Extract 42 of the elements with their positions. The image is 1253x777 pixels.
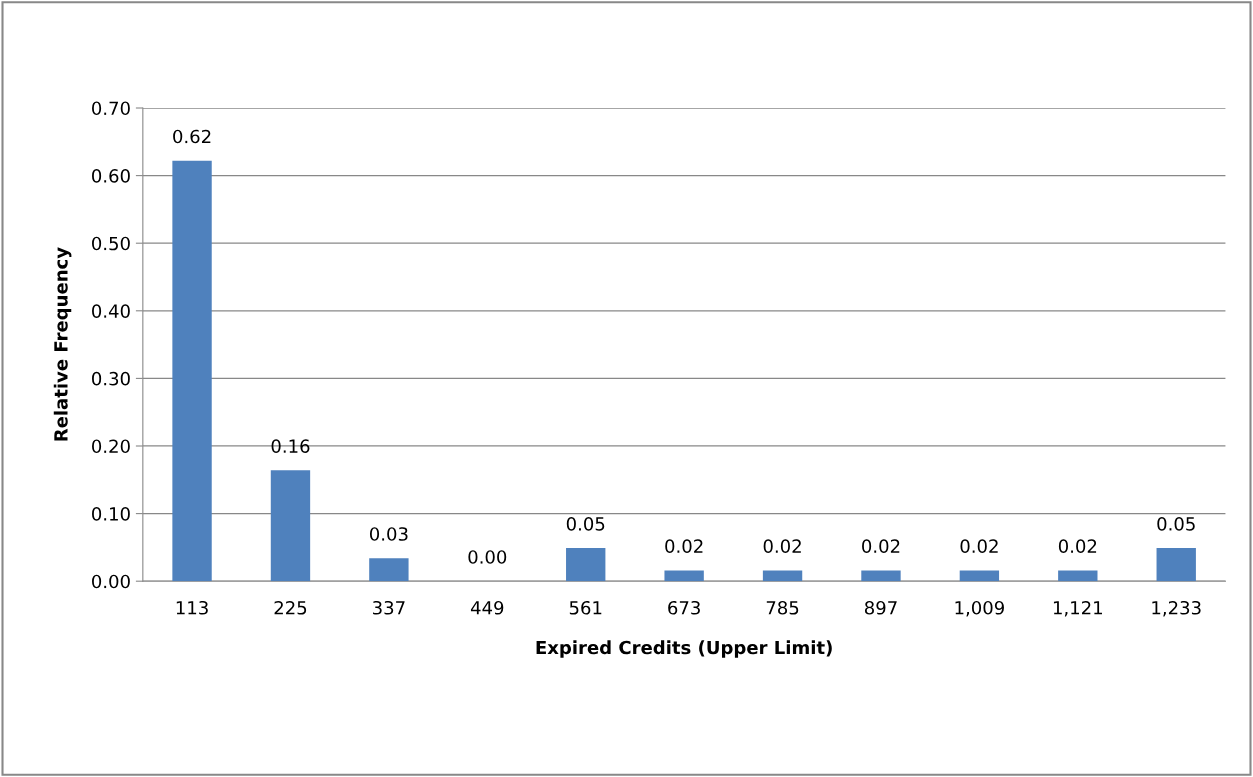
y-tick-label: 0.30	[92, 371, 130, 386]
y-tick-label: 0.70	[92, 101, 130, 116]
data-label: 0.02	[960, 539, 998, 553]
bar	[664, 570, 704, 582]
x-tick-label: 1,121	[1053, 600, 1102, 617]
bar	[172, 160, 212, 582]
data-label: 0.02	[862, 539, 900, 553]
x-tick-label: 785	[766, 600, 799, 615]
bar	[959, 570, 1000, 582]
x-tick-label: 673	[668, 600, 700, 615]
data-label: 0.02	[1058, 539, 1097, 553]
data-label: 0.02	[665, 539, 703, 553]
y-tick-label: 0.20	[92, 439, 130, 454]
x-tick-label: 1,009	[955, 600, 1004, 617]
x-tick-label: 1,233	[1152, 600, 1201, 617]
x-axis-title: Expired Credits (Upper Limit)	[536, 640, 832, 658]
y-tick-label: 0.00	[92, 574, 130, 589]
bar	[270, 470, 311, 582]
y-tick-label: 0.50	[92, 236, 130, 251]
data-label: 0.05	[566, 517, 605, 531]
bar	[1058, 570, 1098, 582]
x-tick-label: 337	[373, 600, 405, 615]
data-label: 0.03	[369, 527, 408, 541]
data-label: 0.00	[468, 550, 507, 564]
y-axis-title: Relative Frequency	[53, 247, 72, 441]
bar	[369, 558, 409, 582]
y-tick-label: 0.60	[92, 169, 130, 183]
x-tick-label: 561	[569, 600, 602, 615]
bar	[762, 570, 803, 582]
data-label: 0.16	[271, 439, 310, 453]
bar	[566, 548, 606, 582]
x-tick-label: 113	[176, 600, 208, 615]
y-tick-label: 0.40	[92, 304, 130, 318]
data-label: 0.02	[763, 539, 801, 553]
bar	[861, 570, 901, 582]
x-tick-label: 225	[274, 600, 307, 615]
x-tick-label: 897	[864, 600, 897, 615]
data-label: 0.05	[1157, 517, 1195, 531]
y-tick-label: 0.10	[92, 507, 130, 521]
data-label: 0.62	[173, 129, 211, 144]
x-tick-label: 449	[470, 600, 504, 615]
bar	[1156, 548, 1196, 582]
